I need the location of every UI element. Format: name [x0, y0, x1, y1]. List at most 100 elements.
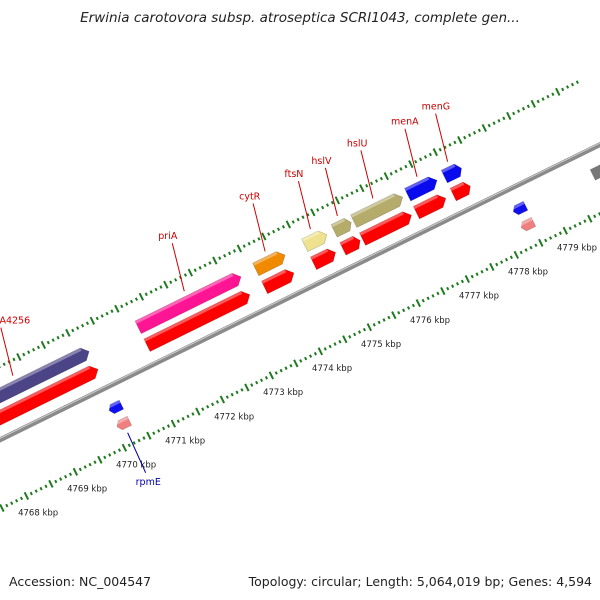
scale-tick-upper — [394, 169, 398, 174]
cds-unnamed-9[interactable] — [520, 216, 537, 232]
scale-tick-lower — [72, 467, 79, 476]
scale-tick-lower — [191, 412, 195, 416]
scale-tick-lower — [10, 501, 14, 505]
scale-tick-lower — [206, 404, 210, 409]
scale-tick-lower — [397, 310, 401, 315]
scale-tick-upper — [334, 196, 340, 205]
gene-rpme[interactable] — [108, 399, 125, 414]
scale-tick-lower — [415, 299, 421, 308]
scale-tick-upper — [481, 123, 487, 133]
gene-pria[interactable] — [134, 272, 242, 335]
scale-tick-upper — [310, 208, 316, 217]
cds-hslv[interactable] — [339, 235, 361, 256]
cds-rpme[interactable] — [116, 415, 133, 431]
gene-label-meng[interactable]: menG — [422, 102, 450, 113]
scale-tick-upper — [453, 140, 457, 145]
scale-tick-lower — [5, 503, 9, 508]
scale-tick-upper — [32, 347, 36, 352]
gene-hslv[interactable] — [330, 217, 352, 238]
scale-tick-upper — [497, 118, 501, 123]
scale-tick-upper — [198, 266, 202, 270]
gene-label-rpme[interactable]: rpmE — [136, 477, 161, 488]
scale-label: 4769 kbp — [67, 485, 107, 495]
scale-tick-lower — [19, 496, 24, 501]
scale-tick-lower — [534, 243, 538, 248]
scale-tick-upper — [306, 212, 310, 217]
scale-tick-lower — [97, 455, 103, 464]
scale-tick-upper — [154, 287, 158, 292]
gene-label-pria[interactable]: priA — [158, 231, 178, 242]
gene-label-hslv[interactable]: hslV — [311, 156, 332, 167]
cds-hslu[interactable] — [358, 211, 412, 246]
scale-tick-upper — [448, 143, 452, 147]
cds-hslu-sheen — [359, 211, 404, 236]
scale-tick-upper — [76, 326, 80, 330]
gene-unnamed-9[interactable] — [512, 200, 529, 216]
cds-ftsn[interactable] — [309, 248, 336, 271]
scale-tick-lower — [44, 484, 48, 489]
scale-tick-lower — [338, 339, 342, 344]
scale-tick-upper — [325, 203, 330, 207]
scale-tick-lower — [15, 498, 19, 503]
scale-tick-upper — [218, 256, 222, 260]
scale-tick-lower — [279, 368, 283, 373]
scale-tick-upper — [125, 302, 129, 306]
scale-tick-lower — [195, 407, 201, 416]
scale-tick-upper — [100, 314, 104, 318]
cds-mena[interactable] — [412, 194, 447, 220]
scale-tick-lower — [304, 356, 308, 361]
scale-tick-lower — [0, 503, 5, 513]
gene-label-hslu[interactable]: hslU — [347, 138, 368, 149]
scale-tick-upper — [463, 135, 467, 140]
scale-tick-lower — [519, 250, 523, 255]
gene-ftsn[interactable] — [301, 230, 328, 253]
gene-eca4256[interactable] — [0, 347, 90, 428]
scale-tick-lower — [455, 282, 460, 286]
scale-tick-upper — [236, 244, 242, 253]
scale-tick-upper — [389, 171, 393, 176]
gene-hslv-sheen — [331, 218, 346, 228]
scale-tick-lower — [495, 262, 499, 267]
gene-label-mena[interactable]: menA — [391, 117, 419, 128]
cds-rpme-sheen — [114, 416, 129, 425]
cds-cytr[interactable] — [261, 269, 295, 295]
scale-tick-upper — [267, 232, 271, 236]
scale-tick-upper — [404, 164, 408, 169]
scale-tick-upper — [575, 80, 579, 84]
gene-meng[interactable] — [440, 163, 462, 184]
gene-mena-sheen — [404, 176, 430, 192]
label-leader-eca4256 — [0, 327, 14, 376]
gene-meng-sheen — [441, 164, 456, 173]
scale-tick-lower — [529, 245, 533, 250]
scale-tick-upper — [530, 99, 536, 108]
scale-label: 4775 kbp — [361, 340, 401, 350]
gene-label-ftsn[interactable]: ftsN — [284, 169, 303, 180]
cds-eca4256[interactable] — [0, 365, 99, 446]
gene-cytr[interactable] — [252, 251, 286, 277]
gene-hslu[interactable] — [350, 193, 404, 228]
scale-tick-upper — [321, 205, 325, 210]
scale-tick-lower — [475, 272, 479, 276]
scale-tick-lower — [186, 414, 190, 419]
scale-tick-upper — [301, 215, 305, 219]
cds-meng[interactable] — [449, 181, 471, 202]
scale-tick-lower — [333, 342, 337, 346]
scale-tick-upper — [71, 328, 75, 333]
scale-tick-lower — [480, 269, 484, 274]
scale-tick-lower — [255, 380, 259, 385]
cds-mena-sheen — [413, 194, 439, 210]
scale-tick-upper — [443, 145, 447, 150]
scale-tick-upper — [46, 340, 50, 345]
gene-mena[interactable] — [404, 176, 438, 202]
scale-tick-lower — [103, 455, 107, 460]
scale-tick-lower — [54, 479, 58, 484]
cds-pria[interactable] — [143, 290, 251, 352]
scale-tick-upper — [89, 316, 96, 325]
scale-tick-upper — [330, 200, 334, 205]
gene-label-eca4256[interactable]: ECA4256 — [0, 316, 30, 327]
scale-tick-upper — [428, 152, 432, 157]
gene-label-cytr[interactable]: cytR — [239, 191, 261, 202]
scale-tick-upper — [22, 352, 26, 357]
scale-tick-upper — [193, 268, 197, 272]
